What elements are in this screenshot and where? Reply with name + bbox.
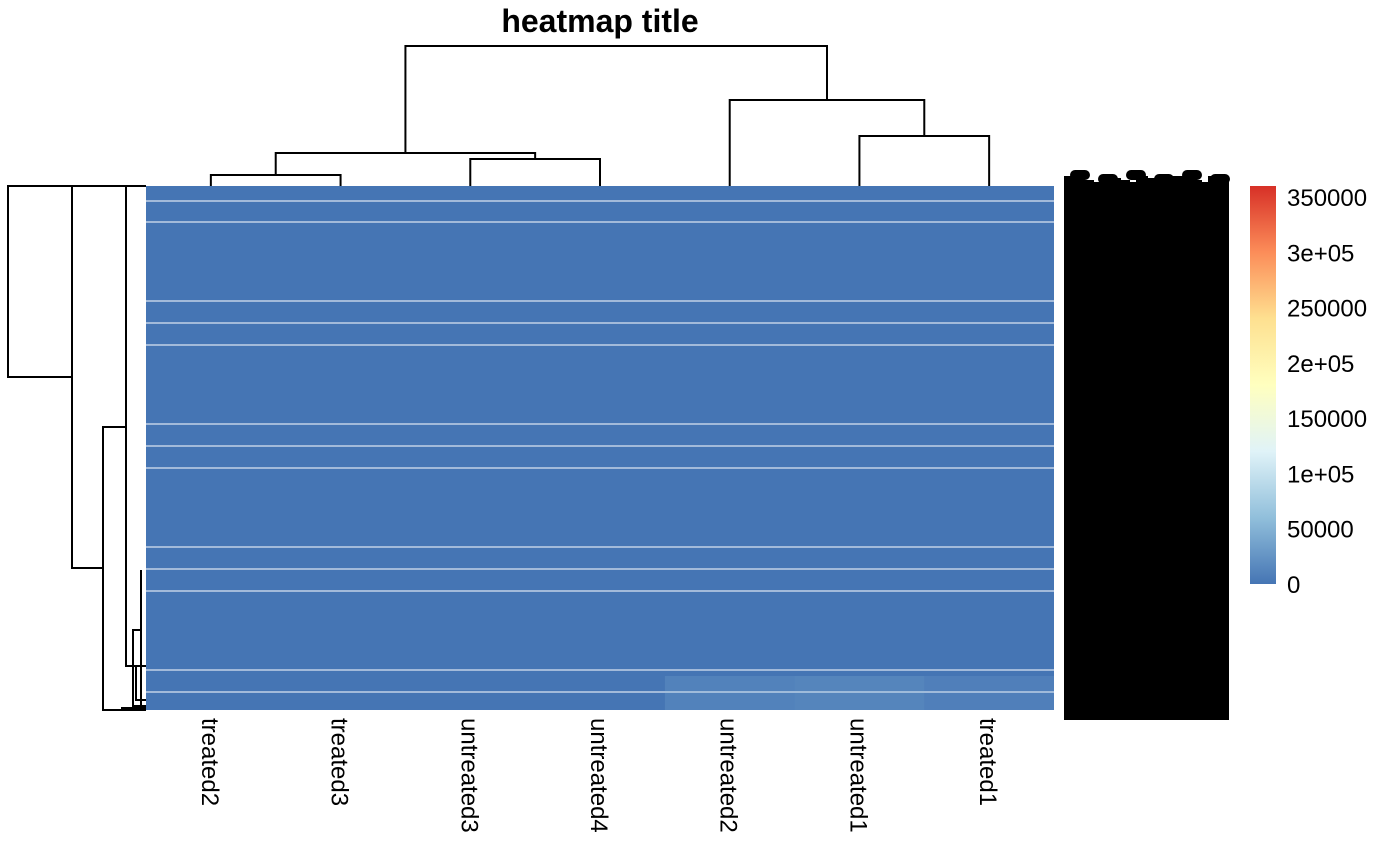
- dendro-branch: [274, 152, 537, 175]
- row-label-mark: [1154, 174, 1174, 184]
- legend-tick-label: 2e+05: [1287, 351, 1354, 378]
- column-label: treated2: [196, 718, 223, 806]
- heatmap-cells: [146, 186, 1054, 710]
- column-label: treated1: [974, 718, 1001, 806]
- heatmap-cell: [794, 676, 925, 710]
- column-label: untreated4: [585, 718, 612, 833]
- legend-tick-label: 50000: [1287, 517, 1354, 544]
- row-dendrogram: [7, 185, 146, 711]
- dendro-branch: [71, 185, 146, 569]
- row-labels-illegible: [1064, 170, 1230, 720]
- dendro-branch: [209, 174, 342, 186]
- heatmap-cell: [664, 676, 795, 710]
- row-label-mark: [1098, 174, 1118, 184]
- row-label-mark: [1210, 174, 1230, 184]
- row-label-mark: [1217, 178, 1229, 720]
- column-labels: treated2 treated3 untreated3 untreated4 untr…: [196, 718, 1001, 833]
- dendro-branch: [102, 568, 146, 711]
- column-dendrogram: [209, 45, 991, 186]
- dendro-branch: [135, 666, 146, 701]
- legend-tick-label: 3e+05: [1287, 240, 1354, 267]
- heatmap-body: [146, 186, 1054, 710]
- column-label: treated3: [326, 718, 353, 806]
- heatmap-cell: [924, 676, 1054, 710]
- legend-tick-label: 0: [1287, 572, 1300, 599]
- dendro-branch: [132, 629, 146, 707]
- row-separators: [146, 200, 1054, 693]
- row-label-mark: [1182, 170, 1202, 180]
- legend-tick-label: 250000: [1287, 296, 1367, 323]
- column-label: untreated1: [844, 718, 871, 833]
- legend-color-bar: [1250, 186, 1276, 584]
- legend-tick-label: 1e+05: [1287, 461, 1354, 488]
- row-label-mark: [1126, 170, 1146, 180]
- dendro-branch: [102, 426, 126, 568]
- dendro-branch: [728, 99, 926, 186]
- dendro-branch: [469, 158, 601, 186]
- legend-tick-label: 150000: [1287, 406, 1367, 433]
- row-label-mark: [1070, 170, 1090, 180]
- dendro-branch: [125, 186, 146, 667]
- column-label: untreated3: [455, 718, 482, 833]
- dendro-branch: [858, 135, 991, 186]
- chart-title: heatmap title: [501, 3, 698, 39]
- column-label: untreated2: [715, 718, 742, 833]
- dendro-branch: [125, 185, 146, 427]
- color-legend: 0 50000 1e+05 150000 2e+05 250000 3e+05 350000: [1250, 185, 1367, 599]
- legend-ticks: 0 50000 1e+05 150000 2e+05 250000 3e+05 350000: [1287, 185, 1367, 599]
- heatmap-low-value-tint: [664, 676, 1054, 710]
- legend-tick-label: 350000: [1287, 185, 1367, 212]
- dendro-branch: [404, 45, 828, 153]
